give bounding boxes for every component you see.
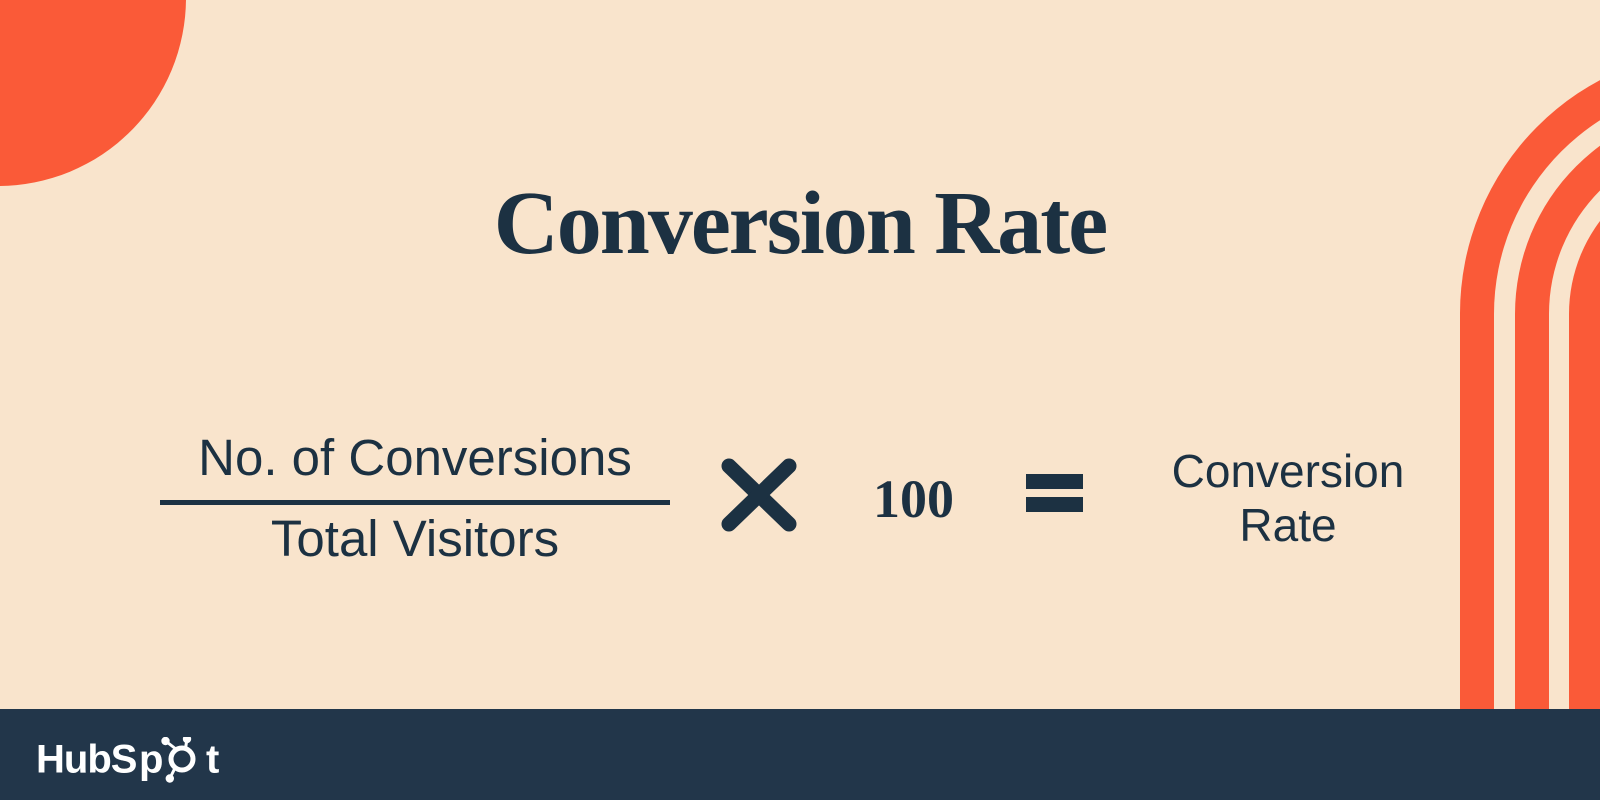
svg-text:t: t xyxy=(206,738,219,782)
svg-text:HubS: HubS xyxy=(38,738,137,782)
svg-text:p: p xyxy=(139,738,162,782)
